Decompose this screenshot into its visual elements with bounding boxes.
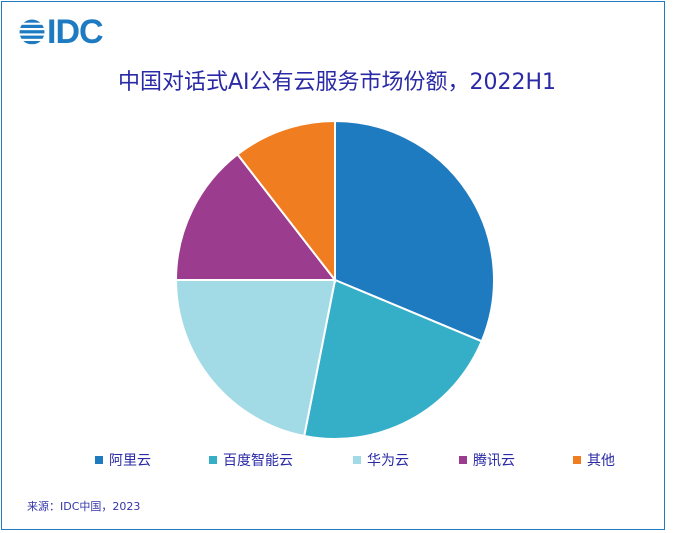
- pie-slice: [236, 119, 336, 283]
- legend-label: 华为云: [367, 453, 409, 469]
- source-note: 来源：IDC中国，2023: [27, 500, 141, 513]
- pie-slice: [174, 152, 338, 281]
- legend-label: 阿里云: [109, 453, 151, 469]
- idc-logo: IDC: [19, 13, 104, 51]
- legend-item: 百度智能云: [209, 450, 293, 470]
- legend-item: 阿里云: [95, 450, 151, 470]
- chart-title: 中国对话式AI公有云服务市场份额，2022H1: [117, 70, 557, 95]
- chart-legend: 阿里云 百度智能云 华为云 腾讯云 其他: [95, 450, 615, 470]
- legend-label: 腾讯云: [473, 453, 515, 469]
- legend-swatch-icon: [209, 456, 217, 464]
- pie-slice: [303, 278, 484, 440]
- legend-item: 华为云: [353, 450, 409, 470]
- legend-label: 百度智能云: [223, 453, 293, 469]
- legend-swatch-icon: [459, 456, 467, 464]
- legend-item: 其他: [573, 450, 615, 470]
- idc-globe-icon: [19, 19, 45, 45]
- pie-chart: [174, 119, 495, 440]
- pie-slice: [334, 119, 495, 343]
- legend-swatch-icon: [95, 456, 103, 464]
- legend-label: 其他: [587, 453, 615, 469]
- legend-swatch-icon: [353, 456, 361, 464]
- logo-text: IDC: [47, 13, 104, 51]
- legend-swatch-icon: [573, 456, 581, 464]
- pie-slice: [174, 279, 337, 438]
- legend-item: 腾讯云: [459, 450, 515, 470]
